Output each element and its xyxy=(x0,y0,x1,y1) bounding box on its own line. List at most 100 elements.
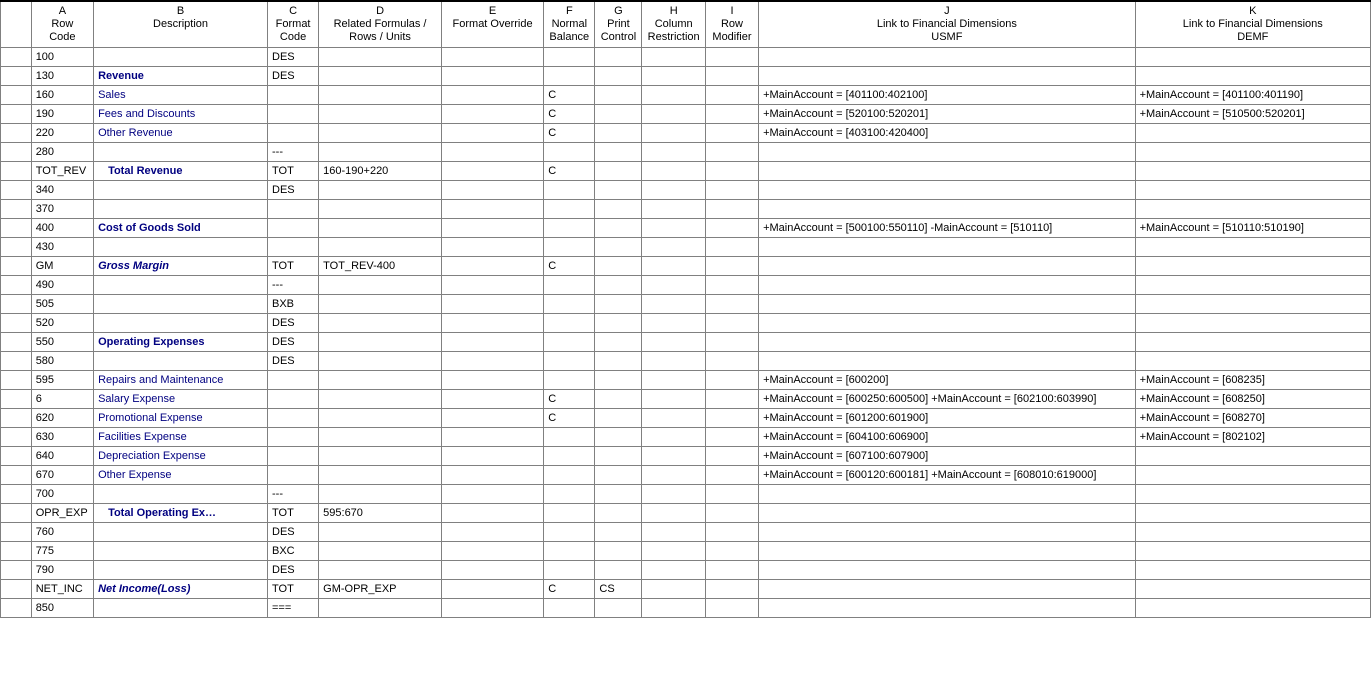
cell-d[interactable] xyxy=(319,446,442,465)
cell-j[interactable] xyxy=(759,275,1136,294)
cell-g[interactable] xyxy=(595,503,642,522)
cell-a[interactable]: 760 xyxy=(31,522,93,541)
cell-i[interactable] xyxy=(705,503,758,522)
cell-g[interactable] xyxy=(595,598,642,617)
cell-b[interactable]: Promotional Expense xyxy=(94,408,268,427)
cell-e[interactable] xyxy=(441,351,543,370)
cell-e[interactable] xyxy=(441,389,543,408)
cell-b[interactable]: Operating Expenses xyxy=(94,332,268,351)
cell-k[interactable] xyxy=(1135,313,1370,332)
cell-b[interactable] xyxy=(94,294,268,313)
cell-h[interactable] xyxy=(642,123,705,142)
cell-b[interactable]: Repairs and Maintenance xyxy=(94,370,268,389)
cell-h[interactable] xyxy=(642,370,705,389)
cell-a[interactable]: 6 xyxy=(31,389,93,408)
cell-k[interactable] xyxy=(1135,123,1370,142)
cell-b[interactable]: Gross Margin xyxy=(94,256,268,275)
cell-d[interactable] xyxy=(319,465,442,484)
cell-g[interactable] xyxy=(595,256,642,275)
cell-j[interactable]: +MainAccount = [500100:550110] -MainAcco… xyxy=(759,218,1136,237)
cell-e[interactable] xyxy=(441,161,543,180)
row-selector[interactable] xyxy=(1,408,32,427)
cell-d[interactable] xyxy=(319,389,442,408)
cell-c[interactable] xyxy=(268,104,319,123)
row-selector[interactable] xyxy=(1,598,32,617)
cell-f[interactable] xyxy=(544,560,595,579)
cell-h[interactable] xyxy=(642,446,705,465)
row-selector[interactable] xyxy=(1,313,32,332)
cell-d[interactable] xyxy=(319,104,442,123)
cell-e[interactable] xyxy=(441,503,543,522)
cell-d[interactable] xyxy=(319,66,442,85)
row-selector[interactable] xyxy=(1,256,32,275)
cell-j[interactable] xyxy=(759,503,1136,522)
cell-g[interactable] xyxy=(595,275,642,294)
row-selector[interactable] xyxy=(1,389,32,408)
cell-b[interactable] xyxy=(94,313,268,332)
cell-b[interactable]: Total Revenue xyxy=(94,161,268,180)
cell-a[interactable]: 430 xyxy=(31,237,93,256)
cell-b[interactable] xyxy=(94,180,268,199)
cell-d[interactable] xyxy=(319,47,442,66)
cell-j[interactable]: +MainAccount = [607100:607900] xyxy=(759,446,1136,465)
cell-k[interactable] xyxy=(1135,180,1370,199)
cell-k[interactable]: +MainAccount = [510110:510190] xyxy=(1135,218,1370,237)
cell-f[interactable] xyxy=(544,598,595,617)
cell-b[interactable] xyxy=(94,351,268,370)
cell-e[interactable] xyxy=(441,237,543,256)
col-header-e[interactable]: EFormat Override xyxy=(441,1,543,47)
cell-e[interactable] xyxy=(441,294,543,313)
cell-c[interactable]: TOT xyxy=(268,503,319,522)
cell-d[interactable] xyxy=(319,294,442,313)
cell-c[interactable] xyxy=(268,427,319,446)
col-header-i[interactable]: IRowModifier xyxy=(705,1,758,47)
cell-d[interactable]: 160-190+220 xyxy=(319,161,442,180)
cell-j[interactable] xyxy=(759,142,1136,161)
cell-h[interactable] xyxy=(642,541,705,560)
cell-k[interactable]: +MainAccount = [608250] xyxy=(1135,389,1370,408)
cell-h[interactable] xyxy=(642,332,705,351)
cell-e[interactable] xyxy=(441,370,543,389)
row-selector[interactable] xyxy=(1,237,32,256)
cell-a[interactable]: 160 xyxy=(31,85,93,104)
cell-h[interactable] xyxy=(642,522,705,541)
row-selector[interactable] xyxy=(1,560,32,579)
cell-g[interactable] xyxy=(595,465,642,484)
cell-j[interactable] xyxy=(759,199,1136,218)
cell-e[interactable] xyxy=(441,579,543,598)
cell-j[interactable] xyxy=(759,237,1136,256)
cell-b[interactable]: Cost of Goods Sold xyxy=(94,218,268,237)
cell-d[interactable] xyxy=(319,522,442,541)
cell-d[interactable] xyxy=(319,598,442,617)
cell-a[interactable]: 550 xyxy=(31,332,93,351)
row-selector[interactable] xyxy=(1,142,32,161)
row-selector[interactable] xyxy=(1,161,32,180)
row-selector[interactable] xyxy=(1,199,32,218)
cell-k[interactable] xyxy=(1135,47,1370,66)
cell-k[interactable] xyxy=(1135,237,1370,256)
cell-e[interactable] xyxy=(441,199,543,218)
cell-a[interactable]: 775 xyxy=(31,541,93,560)
cell-i[interactable] xyxy=(705,332,758,351)
cell-c[interactable] xyxy=(268,389,319,408)
cell-g[interactable]: CS xyxy=(595,579,642,598)
cell-i[interactable] xyxy=(705,256,758,275)
cell-f[interactable] xyxy=(544,370,595,389)
cell-a[interactable]: TOT_REV xyxy=(31,161,93,180)
cell-i[interactable] xyxy=(705,446,758,465)
cell-d[interactable] xyxy=(319,199,442,218)
cell-b[interactable] xyxy=(94,560,268,579)
row-selector[interactable] xyxy=(1,351,32,370)
cell-j[interactable] xyxy=(759,332,1136,351)
cell-h[interactable] xyxy=(642,351,705,370)
cell-d[interactable] xyxy=(319,142,442,161)
cell-h[interactable] xyxy=(642,47,705,66)
cell-j[interactable] xyxy=(759,522,1136,541)
cell-f[interactable] xyxy=(544,313,595,332)
cell-g[interactable] xyxy=(595,47,642,66)
cell-g[interactable] xyxy=(595,522,642,541)
cell-j[interactable] xyxy=(759,541,1136,560)
cell-b[interactable] xyxy=(94,237,268,256)
cell-c[interactable] xyxy=(268,85,319,104)
col-header-f[interactable]: FNormalBalance xyxy=(544,1,595,47)
